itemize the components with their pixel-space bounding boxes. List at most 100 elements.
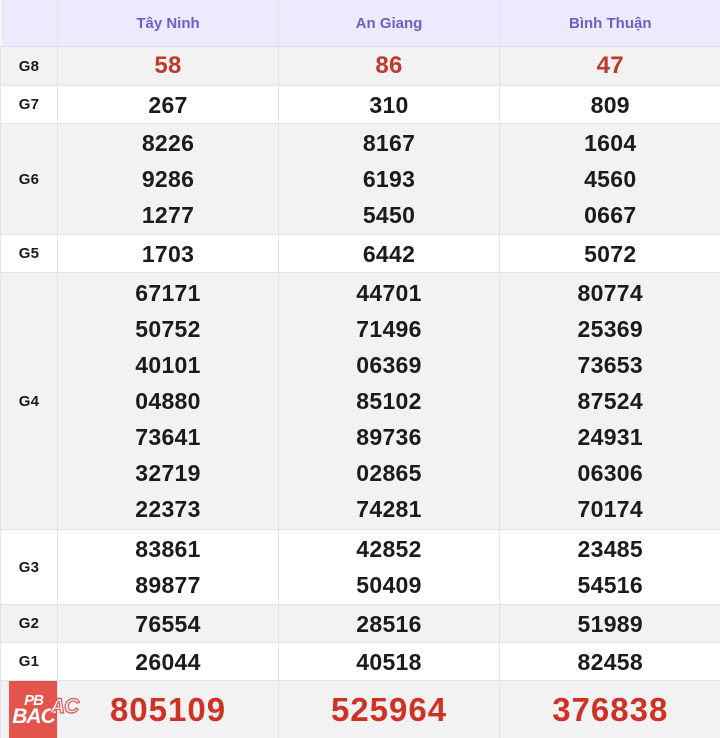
lottery-number: 47 — [500, 48, 720, 84]
number-list: 67171 50752 40101 04880 73641 32719 2237… — [58, 275, 278, 527]
cell-g1-binh-thuan: 82458 — [500, 643, 720, 681]
lottery-number: 22373 — [58, 491, 278, 527]
lottery-number: 32719 — [58, 455, 278, 491]
cell-g5-binh-thuan: 5072 — [500, 235, 720, 273]
cell-g1-tay-ninh: 26044 — [58, 643, 279, 681]
lottery-number: 74281 — [279, 491, 499, 527]
row-label-g8: G8 — [1, 47, 58, 86]
table-row-g2: G2 76554 28516 51989 — [1, 605, 720, 643]
number-list: 47 — [500, 48, 720, 84]
cell-g3-an-giang: 42852 50409 — [279, 530, 500, 605]
number-list: 51989 — [500, 606, 720, 642]
number-list: 267 — [58, 87, 278, 123]
number-list: 26044 — [58, 644, 278, 680]
lottery-number-special: 805109 — [58, 692, 278, 728]
number-list: 42852 50409 — [279, 531, 499, 603]
row-label-special: PB BAC — [1, 681, 58, 738]
number-list: 86 — [279, 48, 499, 84]
table-row-special-prize: PB BAC 805109 AC 525964 376838 — [1, 681, 720, 738]
number-list: 80774 25369 73653 87524 24931 06306 7017… — [500, 275, 720, 527]
lottery-number: 809 — [500, 87, 720, 123]
lottery-number: 73641 — [58, 419, 278, 455]
row-label-g5: G5 — [1, 235, 58, 273]
lottery-number: 76554 — [58, 606, 278, 642]
number-list: 8167 6193 5450 — [279, 125, 499, 233]
lottery-number: 0667 — [500, 197, 720, 233]
number-list: 525964 — [279, 692, 499, 728]
row-label-g4: G4 — [1, 273, 58, 530]
cell-g8-an-giang: 86 — [279, 47, 500, 86]
cell-g2-tay-ninh: 76554 — [58, 605, 279, 643]
lottery-number: 4560 — [500, 161, 720, 197]
lottery-number: 67171 — [58, 275, 278, 311]
site-watermark: PB BAC — [9, 681, 58, 738]
lottery-number: 267 — [58, 87, 278, 123]
lottery-number: 5072 — [500, 236, 720, 272]
cell-g6-binh-thuan: 1604 4560 0667 — [500, 124, 720, 235]
lottery-number: 1277 — [58, 197, 278, 233]
cell-g5-an-giang: 6442 — [279, 235, 500, 273]
lottery-number: 54516 — [500, 567, 720, 603]
cell-g6-tay-ninh: 8226 9286 1277 — [58, 124, 279, 235]
number-list: 6442 — [279, 236, 499, 272]
lottery-number: 5450 — [279, 197, 499, 233]
cell-special-tay-ninh: 805109 AC — [58, 681, 279, 738]
lottery-number: 310 — [279, 87, 499, 123]
lottery-number: 04880 — [58, 383, 278, 419]
lottery-number-special: 525964 — [279, 692, 499, 728]
cell-g2-an-giang: 28516 — [279, 605, 500, 643]
table-row-g3: G3 83861 89877 42852 50409 23485 54516 — [1, 530, 720, 605]
lottery-number: 25369 — [500, 311, 720, 347]
number-list: 82458 — [500, 644, 720, 680]
lottery-number: 42852 — [279, 531, 499, 567]
cell-g3-binh-thuan: 23485 54516 — [500, 530, 720, 605]
lottery-number: 8226 — [58, 125, 278, 161]
cell-g1-an-giang: 40518 — [279, 643, 500, 681]
cell-g4-tay-ninh: 67171 50752 40101 04880 73641 32719 2237… — [58, 273, 279, 530]
cell-g4-an-giang: 44701 71496 06369 85102 89736 02865 7428… — [279, 273, 500, 530]
number-list: 58 — [58, 48, 278, 84]
lottery-number: 6193 — [279, 161, 499, 197]
cell-g4-binh-thuan: 80774 25369 73653 87524 24931 06306 7017… — [500, 273, 720, 530]
cell-g5-tay-ninh: 1703 — [58, 235, 279, 273]
lottery-number: 28516 — [279, 606, 499, 642]
lottery-number: 1703 — [58, 236, 278, 272]
row-label-g7: G7 — [1, 86, 58, 124]
lottery-number: 50409 — [279, 567, 499, 603]
table-row-g6: G6 8226 9286 1277 8167 6193 5450 1604 45 — [1, 124, 720, 235]
lottery-number-special: 376838 — [500, 692, 720, 728]
row-label-g2: G2 — [1, 605, 58, 643]
number-list: 805109 — [58, 692, 278, 728]
number-list: 76554 — [58, 606, 278, 642]
table-row-g8: G8 58 86 47 — [1, 47, 720, 86]
row-label-g6: G6 — [1, 124, 58, 235]
lottery-number: 44701 — [279, 275, 499, 311]
watermark-line-2: BAC — [12, 706, 55, 727]
number-list: 83861 89877 — [58, 531, 278, 603]
lottery-number: 40518 — [279, 644, 499, 680]
number-list: 40518 — [279, 644, 499, 680]
lottery-number: 1604 — [500, 125, 720, 161]
cell-special-an-giang: 525964 — [279, 681, 500, 738]
number-list: 8226 9286 1277 — [58, 125, 278, 233]
number-list: 1703 — [58, 236, 278, 272]
lottery-number: 02865 — [279, 455, 499, 491]
lottery-number: 26044 — [58, 644, 278, 680]
column-header-tay-ninh: Tây Ninh — [58, 0, 279, 47]
cell-g6-an-giang: 8167 6193 5450 — [279, 124, 500, 235]
cell-g7-binh-thuan: 809 — [500, 86, 720, 124]
lottery-number: 51989 — [500, 606, 720, 642]
header-corner-cell — [1, 0, 58, 47]
lottery-number: 06306 — [500, 455, 720, 491]
cell-g3-tay-ninh: 83861 89877 — [58, 530, 279, 605]
lottery-number: 80774 — [500, 275, 720, 311]
lottery-number: 06369 — [279, 347, 499, 383]
lottery-number: 83861 — [58, 531, 278, 567]
table-row-g4: G4 67171 50752 40101 04880 73641 32719 2… — [1, 273, 720, 530]
lottery-number: 85102 — [279, 383, 499, 419]
lottery-number: 86 — [279, 48, 499, 84]
number-list: 809 — [500, 87, 720, 123]
row-label-g1: G1 — [1, 643, 58, 681]
cell-g7-an-giang: 310 — [279, 86, 500, 124]
